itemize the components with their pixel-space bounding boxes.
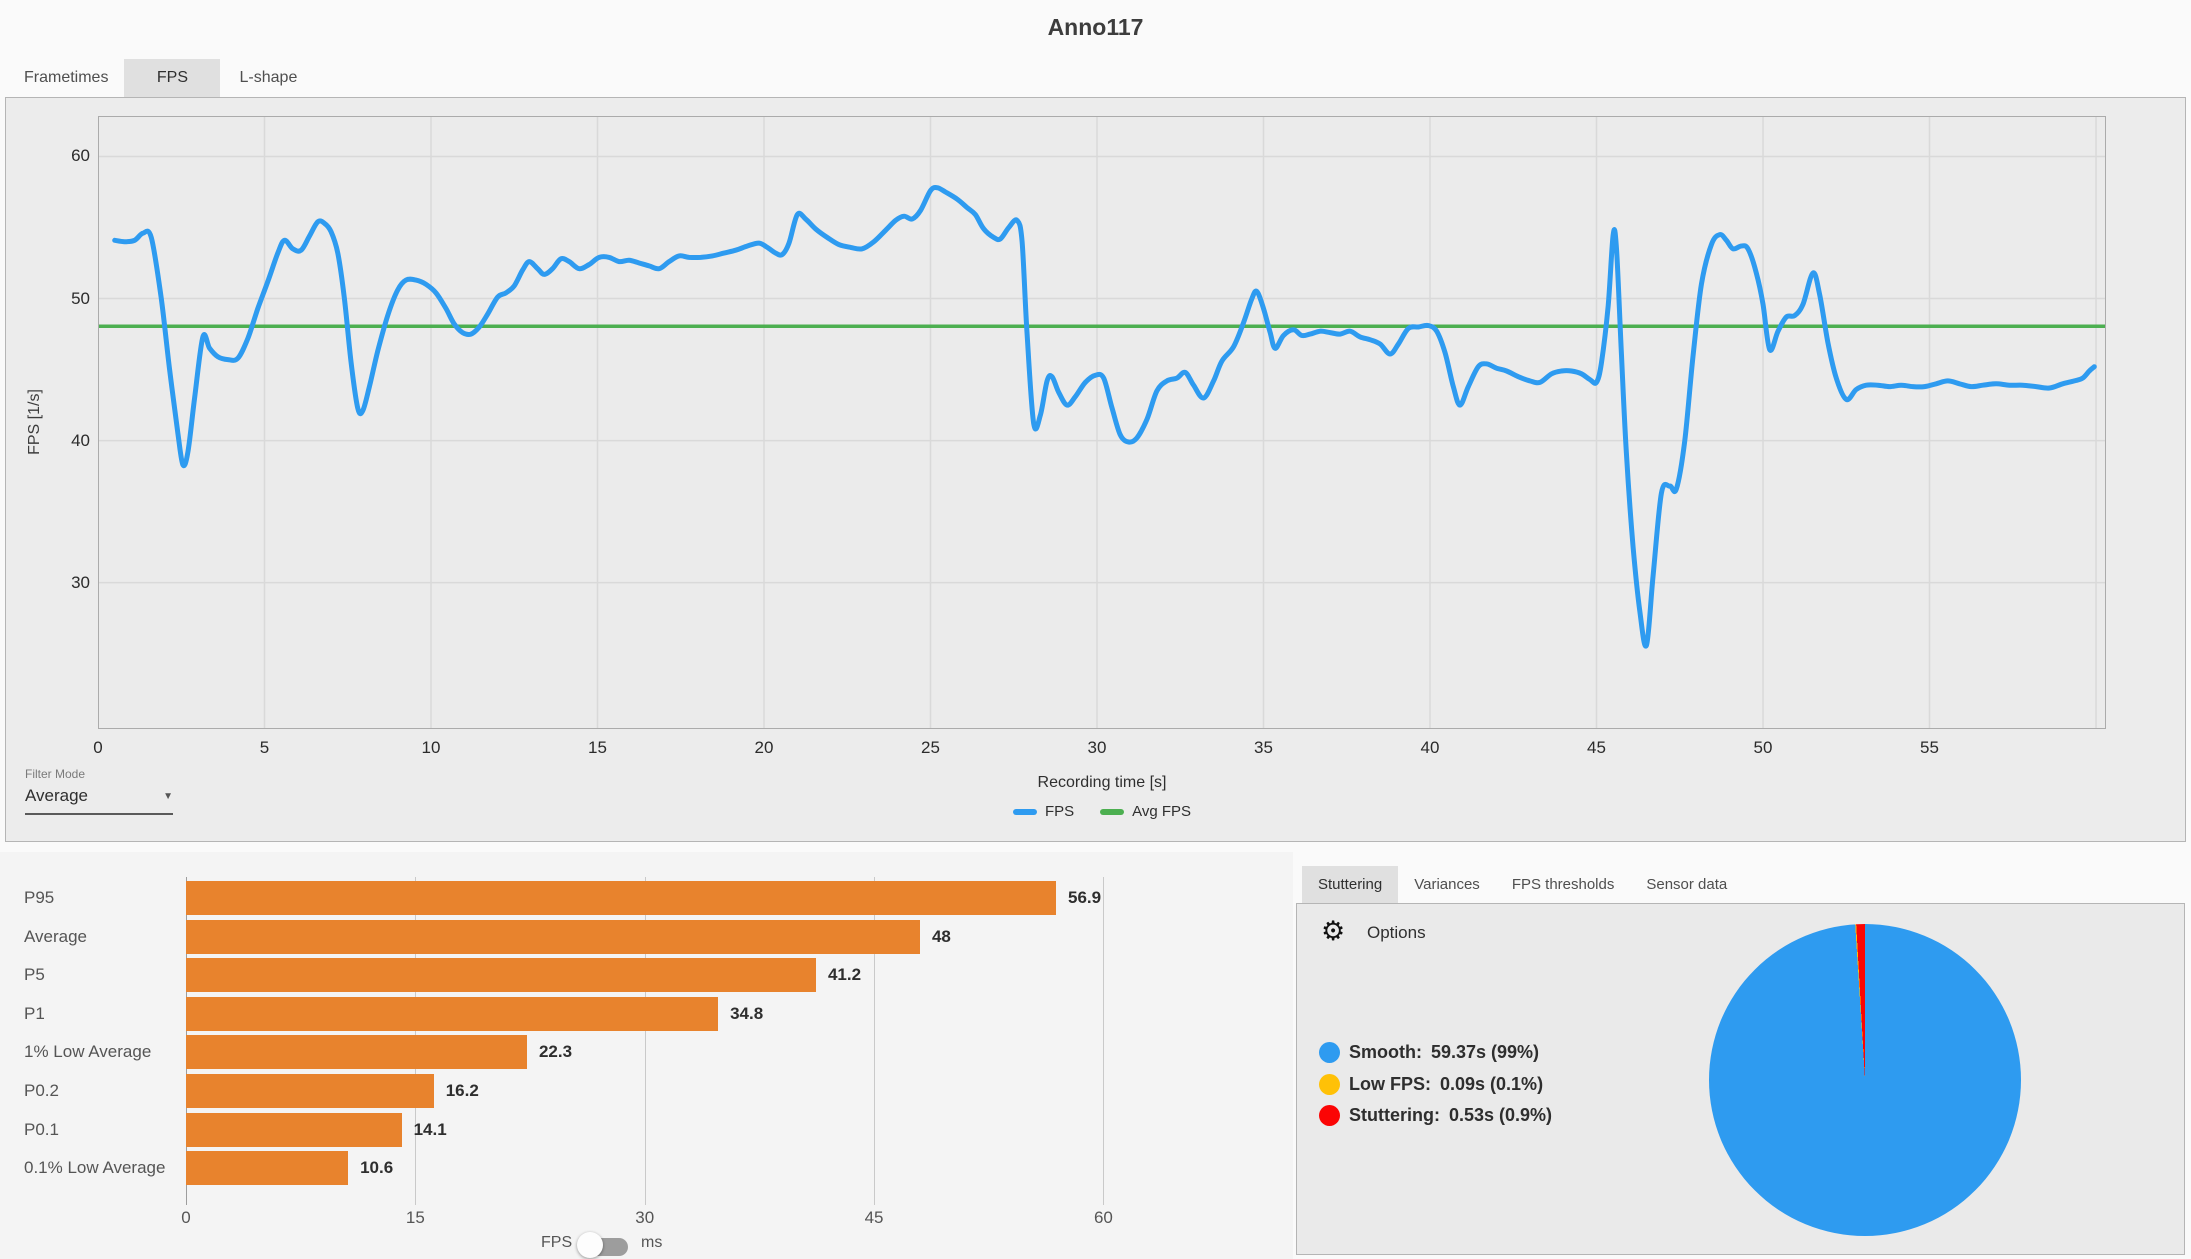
main-chart-tabs: Frametimes FPS L-shape bbox=[8, 59, 316, 97]
tab-fps-thresholds[interactable]: FPS thresholds bbox=[1511, 876, 1615, 893]
page-title: Anno117 bbox=[1047, 14, 1144, 40]
bar bbox=[186, 1035, 527, 1070]
pie-legend-dot bbox=[1319, 1041, 1340, 1063]
filter-mode-dropdown[interactable]: Average ▼ bbox=[25, 786, 173, 815]
x-axis-title: Recording time [s] bbox=[1037, 774, 1167, 791]
stuttering-panel: ⚙ Options Smooth: 59.37s (99%) Low FPS: 0.0… bbox=[1296, 903, 2185, 1255]
filter-mode-label: Filter Mode bbox=[25, 767, 86, 781]
y-tick-label: 40 bbox=[71, 430, 90, 450]
x-tick-label: 35 bbox=[1254, 738, 1273, 757]
bar-value-label: 48 bbox=[931, 926, 951, 946]
bar-axis-tick-label: 45 bbox=[864, 1208, 884, 1227]
legend-label: FPS bbox=[1044, 803, 1075, 820]
y-tick-label: 60 bbox=[71, 146, 90, 166]
bar-value-label: 14.1 bbox=[413, 1119, 447, 1139]
x-tick-label: 20 bbox=[754, 738, 774, 757]
bar-value-label: 16.2 bbox=[445, 1081, 479, 1100]
y-axis-title: FPS [1/s] bbox=[26, 389, 43, 455]
bar-category-label: P95 bbox=[24, 888, 55, 907]
x-tick-label: 40 bbox=[1420, 738, 1440, 757]
bar-gridline bbox=[1103, 877, 1105, 1205]
bar-axis-tick-label: 60 bbox=[1093, 1208, 1113, 1227]
bar-category-label: 0.1% Low Average bbox=[24, 1158, 166, 1178]
legend-label: Avg FPS bbox=[1132, 803, 1192, 820]
analysis-tabs: Stuttering Variances FPS thresholds Sensor … bbox=[1302, 866, 1743, 903]
bar-category-label: P1 bbox=[24, 1003, 45, 1023]
bar-axis-tick-label: 30 bbox=[635, 1208, 655, 1227]
tab-sensor-data[interactable]: Sensor data bbox=[1646, 876, 1728, 893]
pie-legend-value: 0.09s (0.1%) bbox=[1440, 1073, 1544, 1094]
x-tick-label: 0 bbox=[93, 738, 103, 757]
y-tick-label: 30 bbox=[71, 572, 90, 592]
pie-legend-value: 0.53s (0.9%) bbox=[1448, 1104, 1553, 1125]
pie-legend-value: 59.37s (99%) bbox=[1430, 1041, 1540, 1062]
tab-frametimes[interactable]: Frametimes bbox=[24, 69, 109, 86]
x-tick-label: 45 bbox=[1587, 738, 1606, 757]
legend-swatch bbox=[1100, 808, 1125, 815]
bar bbox=[186, 1151, 349, 1186]
pie-legend-label: Stuttering: bbox=[1349, 1104, 1440, 1125]
bar-value-label: 34.8 bbox=[730, 1003, 764, 1023]
bar-value-label: 41.2 bbox=[827, 965, 862, 985]
bar bbox=[186, 996, 719, 1031]
pie-legend-dot bbox=[1319, 1073, 1340, 1095]
x-tick-label: 5 bbox=[259, 738, 270, 757]
pie-legend-label: Smooth: bbox=[1349, 1041, 1422, 1062]
bar-gridline bbox=[644, 877, 646, 1205]
pie-legend-item: Low FPS: 0.09s (0.1%) bbox=[1319, 1071, 1543, 1097]
bar-category-label: P0.2 bbox=[24, 1081, 59, 1100]
unit-toggle-fps-label: FPS bbox=[541, 1234, 573, 1251]
tab-stuttering[interactable]: Stuttering bbox=[1302, 866, 1399, 903]
bar-value-label: 10.6 bbox=[360, 1158, 394, 1178]
percentile-bar-chart-panel: P95 56.9 Average 48 P5 41.2 P1 34.8 1% Low Avera… bbox=[0, 852, 1293, 1259]
tab-l-shape[interactable]: L-shape bbox=[239, 69, 298, 86]
pie-legend-item: Smooth: 59.37s (99%) bbox=[1319, 1039, 1539, 1065]
bar-gridline bbox=[874, 877, 876, 1205]
y-tick-label: 50 bbox=[71, 288, 90, 308]
legend-item: FPS bbox=[1012, 803, 1075, 820]
chevron-down-icon: ▼ bbox=[163, 790, 173, 802]
pie-legend-label: Low FPS: bbox=[1349, 1073, 1431, 1094]
fps-chart-card: FPS [1/s] 60 50 40 30 0 5 10 15 20 25 30 35 40 45 50 5… bbox=[5, 97, 2186, 842]
stuttering-pie-chart bbox=[1709, 924, 2021, 1236]
x-tick-label: 15 bbox=[588, 738, 607, 757]
line-chart-legend: FPS Avg FPS bbox=[902, 803, 1302, 820]
bar-category-label: P5 bbox=[24, 965, 45, 985]
bar bbox=[186, 1074, 434, 1108]
fps-series-line bbox=[112, 185, 2097, 649]
bar-axis-tick-label: 15 bbox=[405, 1208, 425, 1227]
bar bbox=[186, 881, 1057, 915]
gear-icon[interactable]: ⚙ bbox=[1321, 916, 1346, 946]
plot-border bbox=[98, 116, 2106, 729]
fps-line-chart-svg bbox=[98, 116, 2106, 729]
fps-ms-toggle-knob[interactable] bbox=[577, 1232, 603, 1258]
x-tick-label: 30 bbox=[1087, 738, 1107, 757]
pie-legend-item: Stuttering: 0.53s (0.9%) bbox=[1319, 1102, 1552, 1128]
filter-mode-control: Filter Mode Average ▼ bbox=[25, 767, 173, 815]
bar bbox=[186, 919, 920, 954]
tab-fps[interactable]: FPS bbox=[124, 59, 221, 97]
unit-toggle-ms-label: ms bbox=[641, 1234, 663, 1251]
fps-line-plot[interactable] bbox=[98, 116, 2106, 729]
x-tick-label: 10 bbox=[421, 738, 441, 757]
bar-category-label: 1% Low Average bbox=[24, 1042, 152, 1062]
legend-swatch bbox=[1012, 808, 1037, 815]
x-tick-label: 55 bbox=[1920, 738, 1939, 757]
bar-axis-tick-label: 0 bbox=[181, 1208, 191, 1227]
bar bbox=[186, 1112, 402, 1147]
legend-item: Avg FPS bbox=[1100, 803, 1191, 820]
pie-legend-dot bbox=[1319, 1104, 1340, 1126]
x-tick-label: 50 bbox=[1753, 738, 1773, 757]
bar-value-label: 56.9 bbox=[1068, 888, 1102, 907]
tab-variances[interactable]: Variances bbox=[1414, 876, 1480, 893]
bar-category-label: Average bbox=[24, 926, 88, 946]
filter-mode-value: Average bbox=[25, 786, 89, 805]
options-button[interactable]: Options bbox=[1367, 923, 1426, 942]
bar-category-label: P0.1 bbox=[24, 1119, 59, 1139]
bar-value-label: 22.3 bbox=[538, 1042, 573, 1062]
bar bbox=[186, 958, 816, 993]
x-tick-label: 25 bbox=[921, 738, 940, 757]
